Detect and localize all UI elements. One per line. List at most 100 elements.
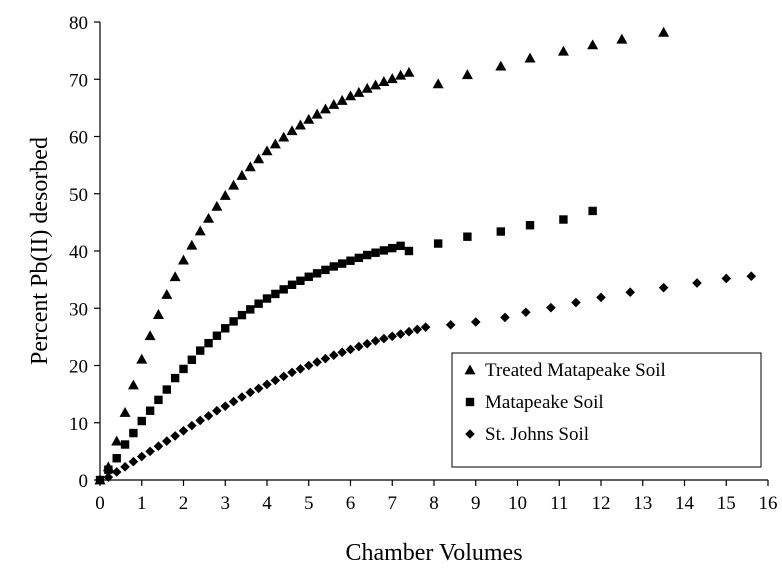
data-point <box>396 241 405 251</box>
data-point <box>294 119 306 130</box>
data-point <box>311 108 323 119</box>
data-point <box>212 405 222 416</box>
data-point <box>746 271 757 281</box>
data-point <box>170 373 180 383</box>
data-point <box>319 103 331 114</box>
data-point <box>253 153 265 164</box>
y-tick-label: 30 <box>69 299 88 320</box>
data-point <box>378 76 390 86</box>
data-point <box>321 265 330 275</box>
x-tick-label: 12 <box>592 493 611 514</box>
data-point <box>658 26 670 37</box>
data-point <box>312 357 322 367</box>
data-point <box>228 396 239 407</box>
data-point <box>153 441 164 452</box>
data-point <box>304 272 313 281</box>
data-point <box>361 82 373 93</box>
data-point <box>254 299 263 308</box>
data-point <box>303 360 314 371</box>
data-point <box>433 239 443 248</box>
legend-marker <box>464 364 476 375</box>
data-point <box>236 169 248 180</box>
data-point <box>345 90 356 101</box>
legend-marker <box>465 397 475 407</box>
data-point <box>278 131 290 142</box>
data-point <box>329 350 339 360</box>
data-point <box>253 383 264 394</box>
data-point <box>111 435 123 446</box>
data-point <box>337 259 347 268</box>
data-point <box>445 320 456 330</box>
data-point <box>262 379 272 390</box>
data-point <box>178 425 189 436</box>
legend-box <box>451 352 762 468</box>
data-point <box>152 309 164 319</box>
data-point <box>328 98 340 109</box>
y-tick-label: 70 <box>69 70 88 91</box>
data-point <box>412 324 423 335</box>
data-point <box>120 462 130 472</box>
x-tick-label: 7 <box>388 493 398 514</box>
data-point <box>203 411 214 421</box>
y-tick-label: 50 <box>69 185 88 206</box>
data-point <box>559 215 568 224</box>
data-point <box>525 221 535 230</box>
x-tick-label: 2 <box>179 493 189 514</box>
data-point <box>119 406 131 417</box>
data-point <box>296 276 305 285</box>
x-tick-label: 1 <box>137 493 147 514</box>
data-point <box>395 329 406 339</box>
data-point <box>245 387 256 398</box>
data-point <box>194 225 206 236</box>
data-point <box>162 436 172 446</box>
data-point <box>219 189 231 200</box>
data-point <box>658 282 669 293</box>
x-axis-title: Chamber Volumes <box>345 540 522 566</box>
data-point <box>95 475 105 485</box>
data-point <box>387 331 398 342</box>
x-tick-label: 15 <box>717 493 736 514</box>
series-diamond <box>95 271 757 485</box>
tick-marks <box>94 21 769 486</box>
data-point <box>557 45 569 56</box>
legend-label: Matapeake Soil <box>485 392 604 413</box>
data-point <box>136 353 148 364</box>
x-tick-label: 16 <box>759 493 778 514</box>
data-point <box>692 278 702 288</box>
data-point <box>353 86 365 97</box>
x-tick-label: 6 <box>346 493 356 514</box>
data-point <box>212 331 222 340</box>
data-point <box>303 113 315 124</box>
legend-label: St. Johns Soil <box>485 424 589 445</box>
data-point <box>587 39 599 50</box>
data-point <box>496 227 505 236</box>
data-point <box>228 179 240 190</box>
data-point <box>379 333 389 344</box>
data-point <box>187 420 197 431</box>
data-point <box>195 415 205 426</box>
data-point <box>432 78 444 89</box>
data-point <box>278 371 289 382</box>
x-tick-label: 4 <box>262 493 272 514</box>
data-point <box>169 271 181 282</box>
data-point <box>111 467 122 477</box>
legend: Treated Matapeake Soil Matapeake Soil St. … <box>451 352 762 468</box>
data-point <box>395 69 407 80</box>
legend-marker <box>465 429 475 439</box>
x-tick-label: 8 <box>429 493 439 514</box>
data-point <box>546 302 556 313</box>
data-point <box>386 73 398 84</box>
x-tick-label: 0 <box>95 493 105 514</box>
data-point <box>187 355 197 364</box>
y-tick-label: 80 <box>69 13 88 34</box>
data-point <box>204 338 213 348</box>
data-point <box>403 66 415 77</box>
y-tick-label: 40 <box>69 242 88 263</box>
data-point <box>128 456 139 467</box>
data-point <box>269 138 281 149</box>
data-point <box>145 446 155 457</box>
data-point <box>404 326 414 337</box>
data-point <box>346 256 355 265</box>
data-point <box>329 262 338 271</box>
data-point <box>388 243 397 253</box>
